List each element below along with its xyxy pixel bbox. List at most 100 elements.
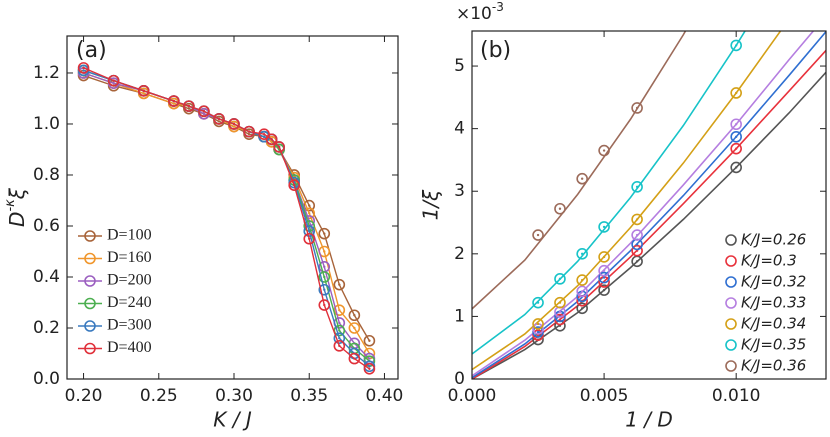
- marker: [333, 340, 346, 352]
- legend-marker: [725, 318, 737, 330]
- marker: [730, 87, 742, 99]
- marker-dot: [353, 357, 356, 360]
- x-tick-label: 0.20: [65, 386, 103, 406]
- marker-dot: [232, 125, 236, 128]
- marker-dot: [187, 107, 191, 110]
- legend-marker: [725, 360, 737, 372]
- marker-dot: [82, 66, 85, 70]
- marker-dot: [338, 321, 341, 325]
- marker-dot: [602, 149, 606, 152]
- marker: [318, 227, 331, 240]
- marker: [77, 62, 90, 74]
- marker-dot: [602, 276, 606, 279]
- legend-label: K/J=0.33: [741, 294, 806, 312]
- marker-dot: [217, 120, 221, 123]
- marker-dot: [558, 207, 562, 210]
- marker-dot: [635, 243, 639, 246]
- multiplier-exp: -3: [492, 0, 504, 14]
- y-multiplier: ×10-3: [456, 0, 504, 24]
- marker-dot: [187, 104, 191, 108]
- legend-marker: [725, 297, 737, 309]
- x-tick-label: 0.40: [366, 386, 404, 406]
- marker-dot: [635, 233, 639, 237]
- marker: [107, 74, 120, 87]
- marker-dot: [734, 166, 738, 169]
- marker-dot: [602, 225, 606, 229]
- plot-area: [77, 62, 376, 375]
- fit-curve: [472, 31, 687, 310]
- marker-dot: [247, 130, 251, 133]
- marker-dot: [580, 307, 584, 310]
- x-tick-label: 0.30: [215, 386, 253, 406]
- marker: [532, 318, 544, 330]
- marker-dot: [635, 218, 639, 221]
- marker: [363, 334, 376, 347]
- marker-dot: [734, 44, 738, 47]
- legend-marker: [725, 234, 737, 246]
- legend-marker: [84, 342, 96, 355]
- marker-dot: [112, 79, 115, 82]
- marker-dot: [323, 250, 326, 253]
- marker-dot: [536, 322, 540, 326]
- panel: 0.20 0.25 0.30 0.35 0.40 0.0 0.2 0.4 0.6 0.8 1.0 1.…: [3, 35, 404, 432]
- marker-dot: [323, 232, 326, 235]
- marker: [631, 181, 643, 193]
- marker: [598, 251, 610, 263]
- x-tick-label: 0.000: [448, 386, 497, 406]
- marker: [168, 95, 180, 107]
- marker-dot: [308, 229, 311, 233]
- x-axis-label: 1 / D: [625, 408, 673, 432]
- legend-label: K/J=0.26: [741, 231, 806, 249]
- y-tick-label: 1.0: [33, 114, 60, 134]
- marker: [598, 221, 610, 233]
- marker: [631, 229, 643, 241]
- marker-dot: [270, 138, 273, 141]
- marker-dot: [262, 135, 266, 138]
- marker: [183, 100, 195, 112]
- marker-dot: [368, 357, 371, 360]
- marker: [598, 271, 610, 284]
- legend-label: D=100: [107, 227, 152, 244]
- marker-dot: [308, 212, 311, 215]
- marker-dot: [536, 233, 540, 237]
- marker: [554, 202, 566, 215]
- legend-marker: [725, 276, 737, 288]
- marker-dot: [635, 185, 639, 189]
- marker-dot: [323, 288, 326, 291]
- marker: [303, 225, 316, 237]
- x-tick-label: 0.010: [712, 386, 761, 406]
- marker-dot: [734, 147, 738, 150]
- legend-label: D=240: [107, 294, 152, 311]
- legend-label: K/J=0.34: [741, 315, 806, 333]
- marker: [598, 264, 610, 277]
- legend-marker: [84, 297, 96, 310]
- marker-dot: [142, 89, 145, 93]
- marker-dot: [323, 265, 326, 268]
- y-label-part: ξ: [5, 187, 29, 200]
- panel: 0.000 0.005 0.010 0 1 2 3 4 5 (b) 1 / D 1/ξ ×10-3 K/J…: [419, 0, 827, 432]
- marker-dot: [338, 344, 341, 348]
- marker: [318, 299, 331, 311]
- marker: [348, 322, 361, 334]
- legend-marker: [725, 255, 737, 267]
- marker-dot: [635, 260, 639, 263]
- marker: [730, 130, 742, 143]
- marker-dot: [217, 117, 221, 121]
- marker-dot: [353, 314, 356, 317]
- x-axis-label: K / J: [213, 408, 252, 432]
- y-tick-label: 1: [454, 306, 465, 326]
- legend-label: D=160: [107, 249, 152, 266]
- y-tick-label: 0.2: [33, 318, 60, 338]
- marker-dot: [202, 112, 206, 115]
- marker: [631, 102, 643, 114]
- marker-dot: [112, 81, 115, 85]
- marker-dot: [635, 106, 639, 110]
- marker-dot: [734, 123, 738, 126]
- marker-dot: [172, 99, 176, 103]
- marker-dot: [558, 277, 562, 281]
- legend-marker: [725, 339, 737, 351]
- marker: [730, 161, 742, 174]
- marker-dot: [292, 183, 296, 187]
- marker-dot: [308, 204, 311, 207]
